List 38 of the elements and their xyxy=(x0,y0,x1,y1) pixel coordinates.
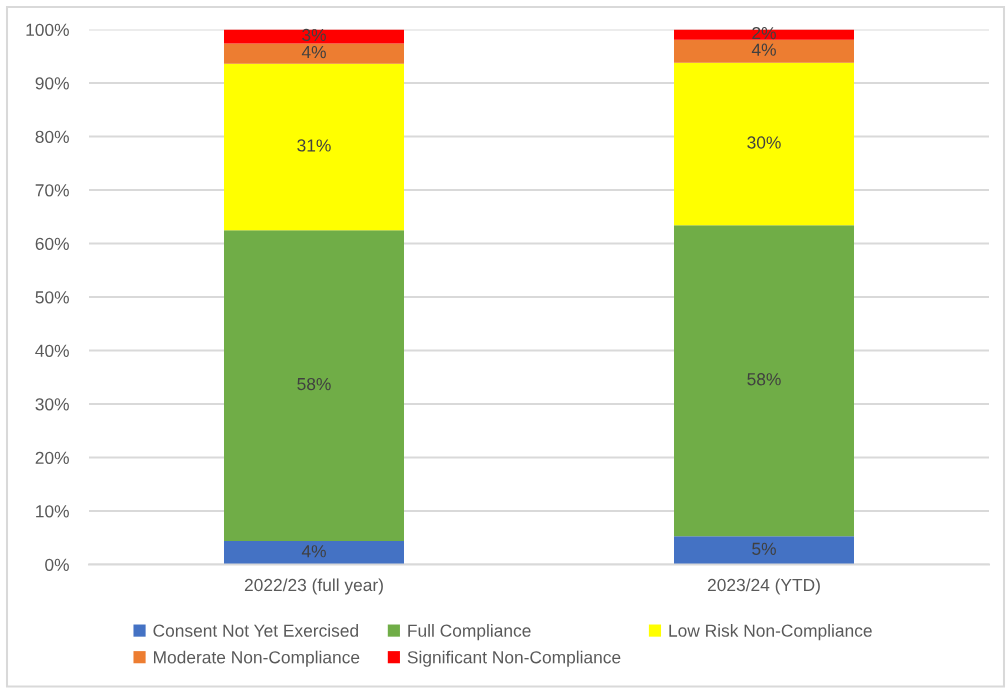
y-tick-label: 30% xyxy=(35,398,69,411)
legend-label: Full Compliance xyxy=(408,624,531,641)
data-label: 4% xyxy=(301,545,326,558)
data-label: 5% xyxy=(752,542,776,555)
bar xyxy=(674,29,854,40)
y-tick-label: 50% xyxy=(35,291,69,304)
bar xyxy=(674,225,854,537)
x-tick-label: 2022/23 (full year) xyxy=(244,578,383,595)
x-tick-label: 2023/24 (YTD) xyxy=(707,578,820,595)
bar xyxy=(674,39,854,63)
data-label: 2% xyxy=(752,26,776,40)
y-tick-label: 70% xyxy=(35,184,69,197)
y-tick-label: 0% xyxy=(45,558,69,571)
bar xyxy=(224,43,404,64)
bar xyxy=(224,29,404,44)
legend-label: Moderate Non-Compliance xyxy=(153,650,360,667)
bar xyxy=(224,230,404,541)
data-label: 3% xyxy=(302,28,326,42)
data-label: 4% xyxy=(751,43,776,56)
y-tick-label: 40% xyxy=(35,344,69,357)
y-tick-label: 100% xyxy=(26,23,69,36)
bar xyxy=(674,62,854,226)
legend-label: Significant Non-Compliance xyxy=(407,650,621,667)
y-tick-label: 90% xyxy=(35,77,69,90)
bar xyxy=(224,540,404,565)
bar xyxy=(224,63,404,231)
data-label: 31% xyxy=(297,139,331,152)
data-label: 4% xyxy=(301,46,326,59)
data-label: 58% xyxy=(747,373,781,386)
data-label: 58% xyxy=(297,377,331,391)
bar xyxy=(674,536,854,565)
legend-label: Low Risk Non-Compliance xyxy=(669,624,872,641)
data-label: 30% xyxy=(747,136,781,149)
y-tick-label: 80% xyxy=(35,130,69,143)
y-tick-label: 10% xyxy=(36,505,69,518)
y-tick-label: 20% xyxy=(35,451,69,464)
y-tick-label: 60% xyxy=(35,237,69,250)
legend-label: Consent Not Yet Exercised xyxy=(153,624,358,637)
